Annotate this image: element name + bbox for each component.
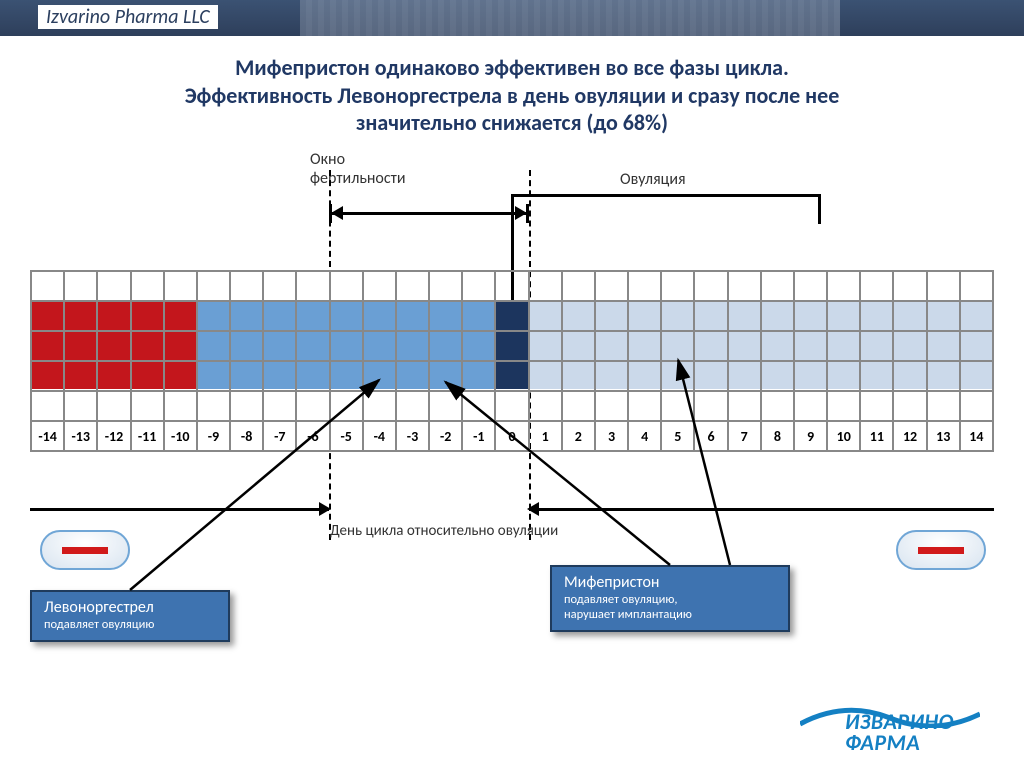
title-line-3: значительно снижается (до 68%) xyxy=(0,109,1024,137)
brand-logo: ИЗВАРИНО ФАРМА xyxy=(845,712,954,754)
title-line-2: Эффективность Левоноргестрела в день ову… xyxy=(0,82,1024,110)
mifepristone-box: Мифепристон подавляет овуляцию,нарушает … xyxy=(550,565,790,632)
page-title: Мифепристон одинаково эффективен во все … xyxy=(0,54,1024,137)
ovulation-label: Овуляция xyxy=(620,170,686,189)
menses-arrow-right xyxy=(529,508,994,511)
levonorgestrel-title: Левоноргестрел xyxy=(44,598,216,617)
levonorgestrel-subtitle: подавляет овуляцию xyxy=(44,617,216,632)
top-labels: Окнофертильности Овуляция xyxy=(30,150,994,220)
menses-arrow-left xyxy=(30,508,329,511)
mifepristone-title: Мифепристон xyxy=(564,573,776,592)
ovulation-bracket xyxy=(511,194,821,224)
logo-line-2: ФАРМА xyxy=(845,733,954,754)
cycle-chart: Окнофертильности Овуляция -14-13-12-11-1… xyxy=(30,150,994,710)
header-decor xyxy=(300,0,840,36)
fertility-window-arrow xyxy=(329,202,528,224)
levonorgestrel-box: Левоноргестрел подавляет овуляцию xyxy=(30,590,230,642)
day-grid: -14-13-12-11-10-9-8-7-6-5-4-3-2-10123456… xyxy=(30,270,994,452)
axis-label: День цикла относительно овуляции xyxy=(330,522,558,540)
company-label: Izvarino Pharma LLC xyxy=(38,5,218,29)
fertility-window-label: Окнофертильности xyxy=(310,150,405,188)
menses-badge-left xyxy=(40,530,130,570)
title-line-1: Мифепристон одинаково эффективен во все … xyxy=(0,54,1024,82)
menses-badge-right xyxy=(896,530,986,570)
mifepristone-subtitle: подавляет овуляцию,нарушает имплантацию xyxy=(564,592,776,622)
